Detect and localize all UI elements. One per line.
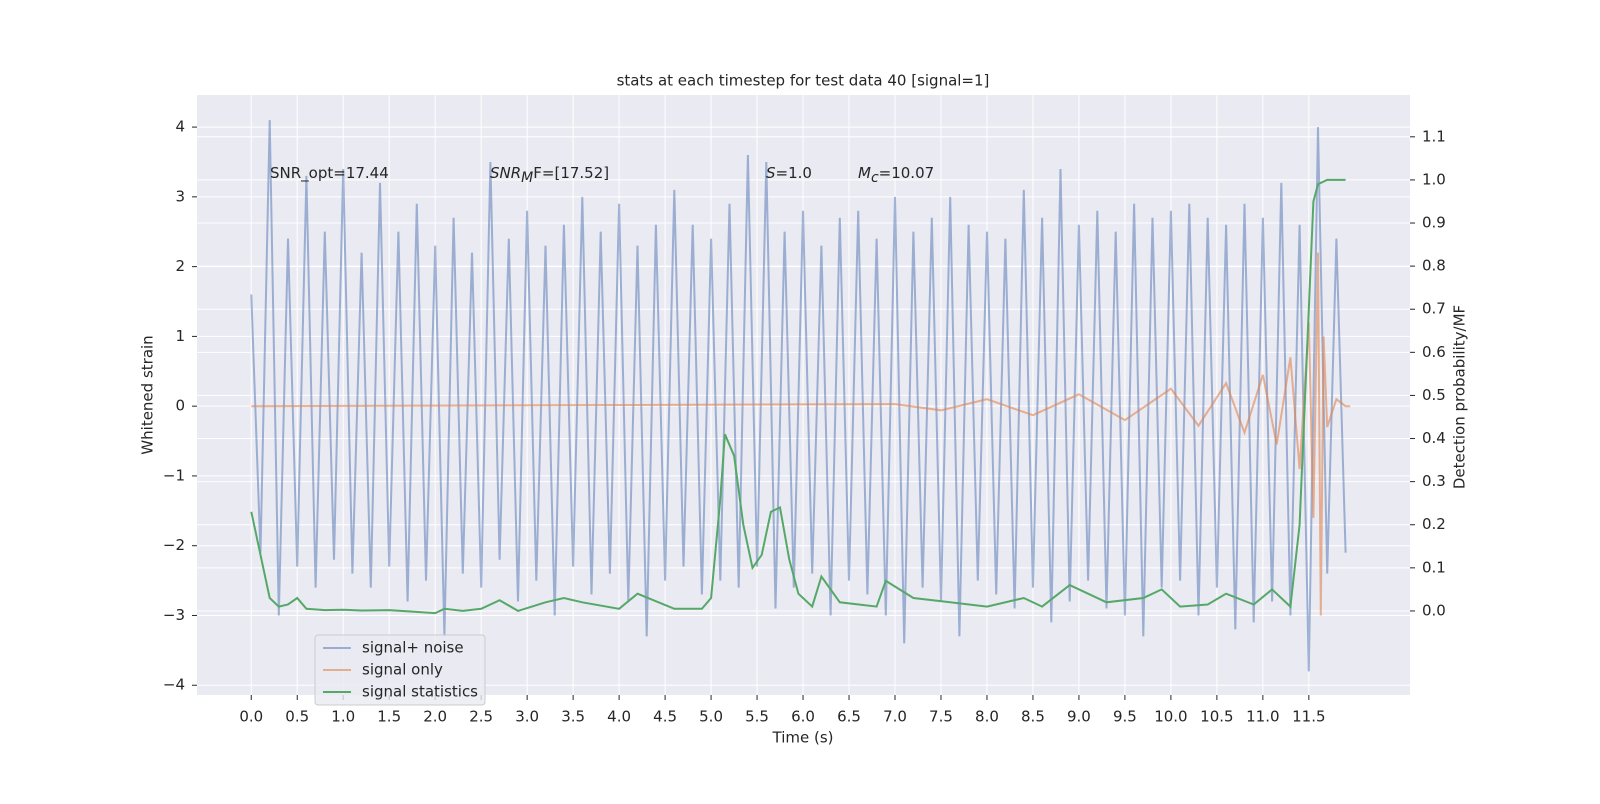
y2-tick-label: 0.0 [1422, 601, 1446, 619]
x-tick-label: 5.5 [745, 708, 769, 726]
x-tick-label: 3.5 [561, 708, 585, 726]
legend-label: signal only [362, 661, 443, 679]
x-tick-label: 4.0 [607, 708, 631, 726]
y2-tick-label: 0.8 [1422, 257, 1446, 275]
y2-tick-label: 0.7 [1422, 300, 1446, 318]
annotation-part: =1.0 [776, 164, 812, 182]
x-tick-label: 5.0 [699, 708, 723, 726]
x-tick-label: 0.5 [285, 708, 309, 726]
x-tick-label: 2.0 [423, 708, 447, 726]
x-tick-label: 7.5 [929, 708, 953, 726]
x-tick-label: 6.0 [791, 708, 815, 726]
annotation-part: S [766, 164, 776, 182]
x-tick-label: 6.5 [837, 708, 861, 726]
x-tick-label: 4.5 [653, 708, 677, 726]
x-tick-label: 1.0 [331, 708, 355, 726]
y2-tick-label: 0.9 [1422, 214, 1446, 232]
y2-tick-label: 1.1 [1422, 127, 1446, 145]
x-tick-label: 3.0 [515, 708, 539, 726]
annotation: SNRMF=[17.52] [490, 164, 609, 187]
x-tick-label: 2.5 [469, 708, 493, 726]
annotation-part: SNR [490, 164, 521, 182]
y2-tick-label: 1.0 [1422, 170, 1446, 188]
chart-title: stats at each timestep for test data 40 … [617, 72, 990, 90]
series-line [250, 120, 1347, 672]
x-tick-label: 0.0 [239, 708, 263, 726]
y2-tick-label: 0.4 [1422, 429, 1446, 447]
x-tick-label: 9.5 [1113, 708, 1137, 726]
x-tick-label: 1.5 [377, 708, 401, 726]
y2-tick-label: 0.3 [1422, 472, 1446, 490]
annotation: SNR_opt=17.44 [270, 164, 389, 183]
annotation-part: c [871, 170, 879, 186]
annotation-part: M [858, 164, 871, 182]
y-tick-label: 3 [175, 187, 185, 205]
y2-tick-label: 0.2 [1422, 515, 1446, 533]
x-tick-label: 10.0 [1154, 708, 1187, 726]
y-tick-label: −2 [163, 536, 185, 554]
annotation-part: SNR_opt=17.44 [270, 164, 389, 183]
x-tick-label: 8.5 [1021, 708, 1045, 726]
x-tick-label: 7.0 [883, 708, 907, 726]
y-tick-label: −4 [163, 676, 185, 694]
annotation: Mc=10.07 [858, 164, 934, 187]
x-tick-label: 9.0 [1067, 708, 1091, 726]
y2-tick-label: 0.1 [1422, 558, 1446, 576]
x-tick-label: 11.0 [1246, 708, 1279, 726]
x-tick-label: 10.5 [1200, 708, 1233, 726]
y-tick-label: 1 [175, 327, 185, 345]
annotation-part: F=[17.52] [533, 164, 609, 182]
y-tick-label: 4 [175, 118, 185, 136]
x-tick-label: 11.5 [1292, 708, 1325, 726]
x-tick-label: 8.0 [975, 708, 999, 726]
y-tick-label: −1 [163, 466, 185, 484]
y-axis-label: Whitened strain [139, 335, 157, 454]
y-tick-label: −3 [163, 606, 185, 624]
y-tick-label: 2 [175, 257, 185, 275]
legend-label: signal statistics [362, 683, 478, 701]
annotation-part: =10.07 [879, 164, 935, 182]
annotation-part: M [521, 170, 533, 186]
series-line [250, 178, 1346, 615]
y2-tick-label: 0.5 [1422, 386, 1446, 404]
x-axis-label: Time (s) [772, 729, 834, 747]
y2-tick-label: 0.6 [1422, 343, 1446, 361]
y2-axis-label: Detection probability/MF [1451, 305, 1469, 489]
series-line [251, 252, 1351, 616]
legend-box [314, 634, 486, 706]
y-tick-label: 0 [175, 397, 185, 415]
legend-label: signal+ noise [362, 639, 464, 657]
annotation: S=1.0 [766, 164, 812, 182]
